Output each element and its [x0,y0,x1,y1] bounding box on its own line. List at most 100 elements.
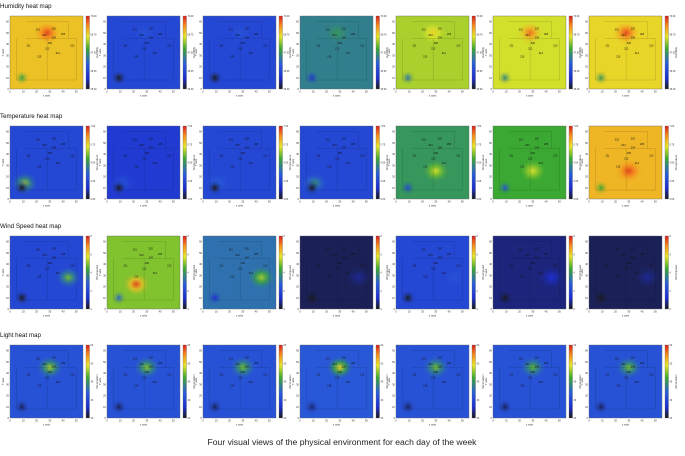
x-tick-label: 10 [505,90,508,94]
x-tick-label: 20 [35,90,38,94]
sensor-label: 205 [640,253,645,256]
sensor-label: 201 [326,358,331,361]
y-axis-label: Y axis [1,158,5,166]
sensor-label: 213 [360,154,365,157]
sensor-label: 211 [606,264,611,267]
floor-plan-outline [113,241,174,301]
sensor-label: 203 [42,144,47,147]
x-axis-label: x axis [140,423,148,427]
colorbar-tick: 2 [91,290,93,293]
colorbar-tick: 58.75 [284,33,291,36]
colorbar-tick: 2 [284,290,286,293]
y-tick-label: 40 [392,262,395,266]
y-axis-label: Y axis [98,48,102,56]
colorbar-label: Wind speed [578,265,582,280]
y-tick-label: 60 [199,20,202,24]
x-tick-label: 40 [641,310,644,314]
x-tick-label: 50 [558,419,561,423]
x-tick-label: 50 [75,90,78,94]
sensor-label: 205 [544,253,549,256]
colorbar-tick: 3.25 [284,180,289,183]
colorbar-tick: 20 [91,417,94,420]
heatmap-coldspot [110,398,127,415]
sensor-label: 202 [535,27,540,30]
sensor-label: 202 [438,356,443,359]
sensor-label: 204 [342,36,347,39]
y-tick-label: 10 [585,296,588,300]
x-axis-label: x axis [236,94,244,98]
x-tick-label: 20 [614,200,617,204]
x-tick-label: 50 [172,90,175,94]
y-tick-label: 40 [296,42,299,46]
sensor-label: 215 [230,385,235,388]
y-tick-label: 40 [585,42,588,46]
heatmap-coldspot [592,398,609,415]
sensor-label: 214 [635,381,640,384]
heatmap-coldspot [206,289,223,306]
colorbar-tick: 30 [284,399,287,402]
heatmap-panel: 201 202 203 204 205 206 211 212 213 214 215 0 10 20 30… [387,125,485,208]
x-tick-label: 0 [9,90,11,94]
x-tick-label: 10 [601,200,604,204]
colorbar-label: Illumination [385,374,389,389]
sensor-label: 204 [535,365,540,368]
y-tick-label: 10 [392,186,395,190]
sensor-label: 202 [52,27,57,30]
colorbar-tick: 0 [91,308,93,311]
y-tick-label: 20 [6,285,9,289]
colorbar-label: Temperature [481,154,485,170]
heatmap-coldspot [399,69,416,86]
heatmap-hotspot [323,20,352,45]
heatmap-panel: 201 202 203 204 205 206 211 212 213 214 215 0 10 20 30… [291,125,389,208]
x-tick-label: 0 [202,310,204,314]
sensor-label: 213 [553,44,558,47]
y-tick-label: 40 [6,371,9,375]
x-tick-label: 10 [601,419,604,423]
sensor-label: 213 [553,373,558,376]
colorbar-tick: 4.50 [284,162,289,165]
sensor-label: 204 [342,146,347,149]
sensor-label: 205 [640,143,645,146]
y-tick-label: 20 [103,394,106,398]
row-title: Light heat map [0,332,41,339]
sensor-label: 212 [431,377,436,380]
y-axis-label: Y axis [580,158,584,166]
colorbar-tick: 30 [381,399,384,402]
x-tick-label: 50 [365,419,368,423]
heatmap-hotspot [325,355,354,380]
colorbar-tick: 36.25 [670,70,677,73]
sensor-label: 203 [525,363,530,366]
sensor-label: 203 [525,34,530,37]
colorbar-label: Wind speed [288,265,292,280]
x-tick-label: 30 [145,419,148,423]
x-tick-label: 40 [255,200,258,204]
y-tick-label: 20 [296,394,299,398]
colorbar-tick: 60 [477,344,480,347]
y-tick-label: 40 [585,152,588,156]
y-tick-label: 10 [489,405,492,409]
x-axis-label: x axis [526,423,534,427]
sensor-label: 213 [167,154,172,157]
x-tick-label: 10 [505,310,508,314]
heatmap-coldspot [13,398,30,415]
x-tick-label: 30 [48,310,51,314]
y-tick-label: 10 [199,405,202,409]
colorbar-tick: 2.00 [670,198,675,201]
y-axis-label: Y axis [1,268,5,276]
sensor-label: 205 [61,253,66,256]
x-tick-label: 0 [106,90,108,94]
sensor-label: 213 [553,264,558,267]
sensor-label: 215 [230,56,235,59]
colorbar-label: Illumination [481,374,485,389]
y-tick-label: 50 [489,141,492,145]
colorbar-tick: 6 [381,253,383,256]
sensor-label: 201 [422,249,427,252]
y-tick-label: 30 [103,382,106,386]
y-axis-label: Y axis [98,158,102,166]
sensor-label: 215 [134,385,139,388]
sensor-label: 205 [351,253,356,256]
x-tick-label: 20 [325,200,328,204]
sensor-label: 201 [615,29,620,32]
sensor-label: 205 [61,33,66,36]
y-tick-label: 0 [105,87,107,91]
